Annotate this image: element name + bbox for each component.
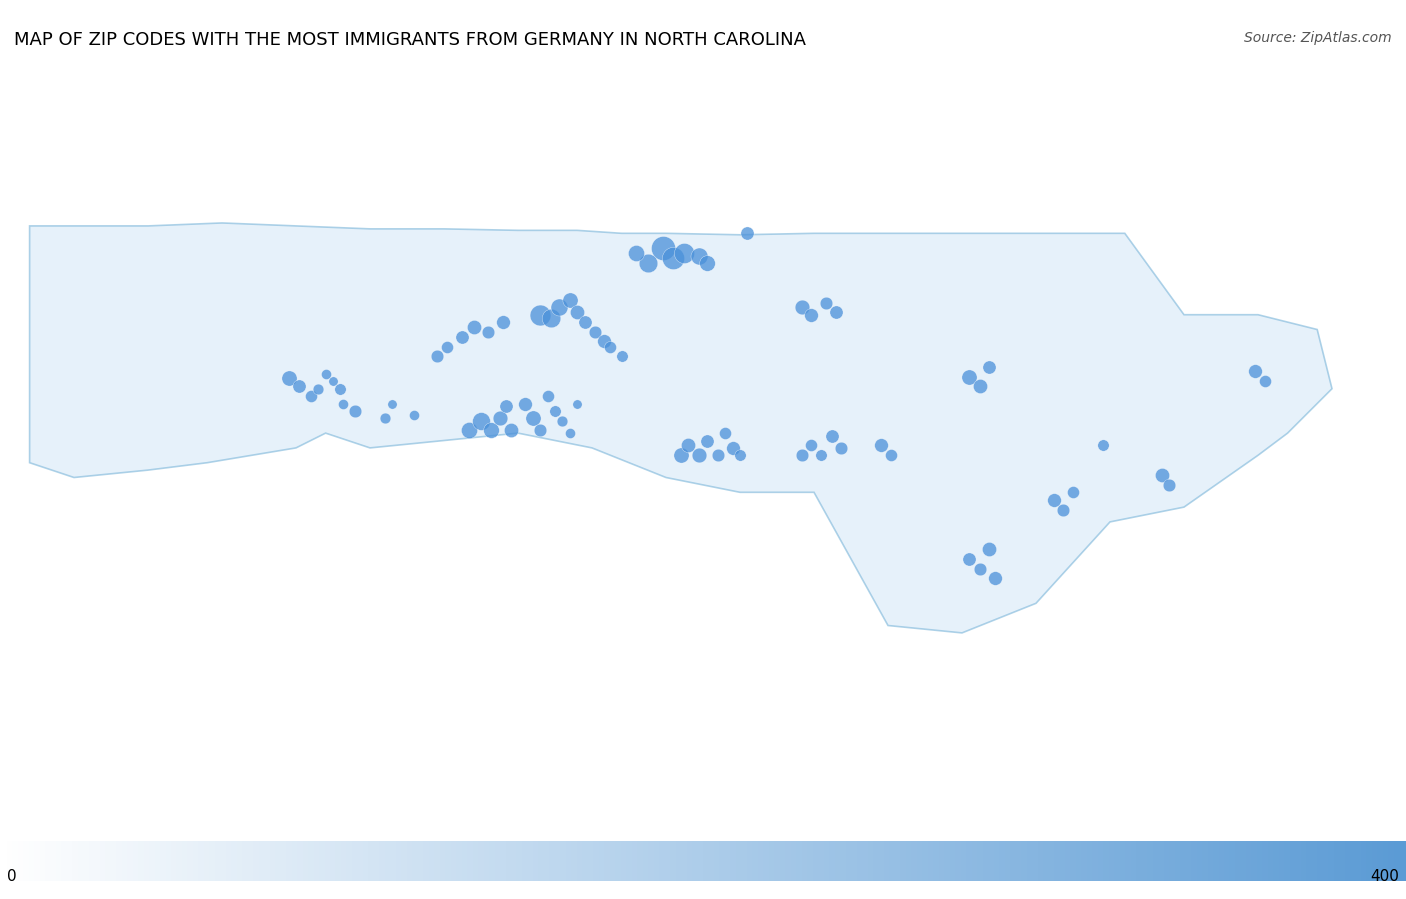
Point <box>814 296 837 310</box>
Point <box>728 448 751 462</box>
Point <box>404 408 426 423</box>
Point <box>707 448 730 462</box>
Point <box>470 414 492 429</box>
Point <box>792 300 814 315</box>
Point <box>529 423 551 437</box>
Point <box>880 448 903 462</box>
Point <box>800 438 823 452</box>
Point <box>583 325 606 340</box>
Point <box>436 340 458 354</box>
Point <box>315 367 337 381</box>
Point <box>548 300 571 315</box>
Point <box>374 411 396 425</box>
Point <box>522 411 544 425</box>
Point <box>662 252 685 266</box>
Point <box>977 541 1000 556</box>
Point <box>957 552 980 566</box>
Point <box>696 433 718 448</box>
Point <box>332 396 354 411</box>
Point <box>696 255 718 270</box>
Point <box>540 310 562 325</box>
Point <box>592 334 614 349</box>
Point <box>492 315 515 329</box>
Point <box>721 441 744 455</box>
Polygon shape <box>30 223 1331 633</box>
Point <box>495 399 517 414</box>
Text: 0: 0 <box>7 869 17 884</box>
Text: 400: 400 <box>1369 869 1399 884</box>
Point <box>329 381 352 396</box>
Point <box>307 381 329 396</box>
Point <box>558 426 581 441</box>
Point <box>477 325 499 340</box>
Point <box>969 378 991 393</box>
Point <box>529 307 551 322</box>
Point <box>983 571 1005 585</box>
Point <box>626 245 648 260</box>
Point <box>277 371 299 386</box>
Point <box>489 411 512 425</box>
Point <box>869 438 891 452</box>
Point <box>637 255 659 270</box>
Point <box>977 360 1000 374</box>
Point <box>479 423 502 437</box>
Point <box>463 319 485 334</box>
Text: MAP OF ZIP CODES WITH THE MOST IMMIGRANTS FROM GERMANY IN NORTH CAROLINA: MAP OF ZIP CODES WITH THE MOST IMMIGRANT… <box>14 31 806 49</box>
Point <box>515 396 537 411</box>
Point <box>1254 374 1277 388</box>
Point <box>1042 493 1064 507</box>
Point <box>610 349 633 363</box>
Point <box>792 448 814 462</box>
Point <box>652 241 675 255</box>
Point <box>450 330 472 344</box>
Point <box>957 369 980 384</box>
Point <box>536 389 558 404</box>
Text: Source: ZipAtlas.com: Source: ZipAtlas.com <box>1244 31 1392 46</box>
Point <box>574 315 596 329</box>
Point <box>821 429 844 443</box>
Point <box>288 378 311 393</box>
Point <box>499 423 522 437</box>
Point <box>344 404 367 418</box>
Point <box>458 423 481 437</box>
Point <box>800 307 823 322</box>
Point <box>426 349 449 363</box>
Point <box>299 389 322 404</box>
Point <box>1159 477 1181 492</box>
Point <box>825 305 848 319</box>
Point <box>551 414 574 429</box>
Point <box>381 396 404 411</box>
Point <box>599 340 621 354</box>
Point <box>567 305 589 319</box>
Point <box>544 404 567 418</box>
Point <box>1244 364 1267 378</box>
Point <box>1052 503 1074 517</box>
Point <box>688 248 710 263</box>
Point <box>810 448 832 462</box>
Point <box>688 448 710 462</box>
Point <box>676 438 699 452</box>
Point <box>737 227 759 241</box>
Point <box>672 245 695 260</box>
Point <box>1091 438 1114 452</box>
Point <box>969 562 991 576</box>
Point <box>714 426 737 441</box>
Point <box>558 293 581 307</box>
Point <box>830 441 852 455</box>
Point <box>567 396 589 411</box>
Point <box>1150 467 1173 482</box>
Point <box>1062 485 1084 500</box>
Point <box>669 448 692 462</box>
Point <box>322 374 344 388</box>
